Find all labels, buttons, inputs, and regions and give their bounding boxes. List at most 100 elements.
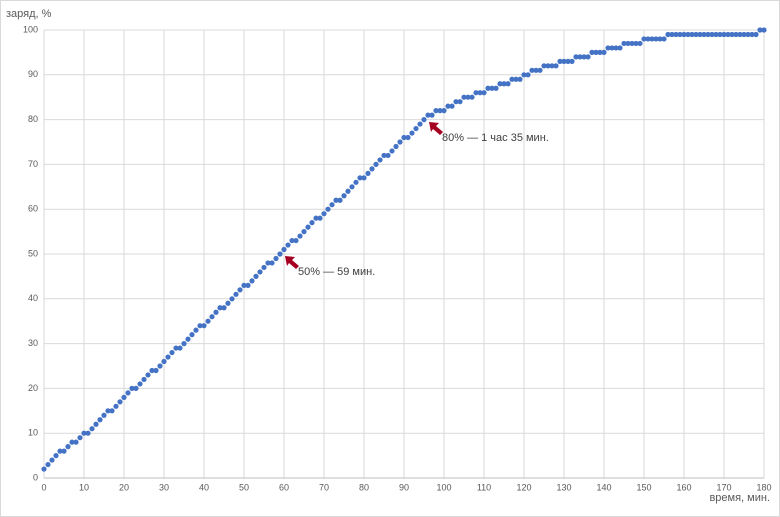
data-point [669, 31, 675, 38]
x-tick-label: 130 [556, 482, 571, 492]
data-point [725, 31, 731, 38]
data-point [77, 435, 83, 441]
data-point [149, 367, 155, 374]
data-point [129, 385, 135, 391]
x-tick-label: 0 [41, 482, 46, 492]
data-point [409, 130, 415, 136]
data-point [193, 327, 199, 333]
data-point [201, 323, 207, 329]
data-point [465, 94, 471, 100]
x-tick-label: 60 [279, 482, 289, 492]
data-point [265, 260, 271, 266]
data-point [641, 36, 647, 42]
data-point [225, 300, 231, 306]
data-point [597, 49, 603, 56]
data-point [761, 27, 767, 33]
data-point [405, 134, 411, 141]
data-point [121, 394, 127, 400]
x-tick-label: 110 [477, 482, 491, 492]
data-point [681, 31, 687, 38]
data-point [601, 49, 607, 56]
data-point [693, 31, 699, 38]
arrow [429, 122, 443, 135]
data-point [457, 99, 463, 105]
data-point [673, 31, 679, 38]
y-tick-label: 40 [28, 293, 38, 303]
data-point [177, 345, 183, 351]
data-point [213, 309, 219, 315]
y-tick-label: 20 [28, 383, 38, 393]
plot: 0 10 20 30 40 50 60 70 80 90 100 0 10 20 30 40 50 60 70 80 9… [23, 24, 772, 492]
data-point [501, 81, 507, 87]
data-point [569, 58, 575, 64]
data-point [485, 85, 491, 91]
y-tick-label: 10 [28, 428, 38, 438]
data-point [453, 99, 459, 105]
x-tick-label: 150 [636, 482, 651, 492]
data-point [449, 103, 455, 109]
data-point [365, 170, 371, 176]
data-point [509, 76, 515, 82]
data-point [609, 45, 615, 51]
data-point [337, 197, 343, 203]
x-tick-label: 10 [79, 482, 89, 492]
data-point [157, 363, 163, 369]
data-point [369, 166, 375, 172]
data-point [277, 251, 283, 257]
data-point [469, 94, 475, 100]
data-point [493, 85, 499, 91]
data-point [645, 36, 651, 42]
data-point [573, 54, 579, 60]
data-point [389, 148, 395, 154]
data-point [353, 179, 359, 185]
data-point [249, 278, 255, 284]
data-point [445, 103, 451, 109]
y-tick-label: 70 [28, 159, 38, 169]
data-point [85, 430, 91, 436]
data-point [357, 175, 363, 181]
data-point [521, 72, 527, 78]
data-point [117, 399, 123, 405]
data-point [385, 152, 391, 159]
data-point [309, 220, 315, 226]
data-point [317, 215, 323, 221]
x-tick-label: 100 [436, 482, 451, 492]
data-point [697, 31, 703, 38]
data-point [133, 385, 139, 391]
data-point [221, 305, 227, 311]
data-point [245, 282, 251, 288]
data-point [729, 31, 735, 38]
data-point [101, 412, 107, 418]
data-point [433, 108, 439, 114]
y-tick-label: 90 [28, 69, 38, 79]
data-point [209, 314, 215, 320]
data-point [525, 72, 531, 78]
data-point [429, 112, 435, 118]
data-point [297, 233, 303, 239]
data-point [253, 273, 259, 279]
data-point [653, 36, 659, 42]
data-point [585, 54, 591, 60]
data-point [69, 439, 75, 445]
data-point [285, 242, 291, 248]
data-point [589, 49, 595, 56]
data-point [373, 161, 379, 167]
data-point [305, 224, 311, 230]
x-tick-label: 80 [359, 482, 369, 492]
data-point [273, 255, 279, 262]
data-point [125, 390, 131, 396]
y-tick-label: 30 [28, 338, 38, 348]
arrow [285, 256, 299, 269]
data-point [581, 54, 587, 60]
data-point [557, 58, 563, 64]
data-point [633, 40, 639, 47]
data-point [229, 296, 235, 302]
data-point [301, 229, 307, 235]
data-point [41, 466, 47, 472]
y-tick-label: 50 [28, 248, 38, 258]
annotation: 50% — 59 мин. [298, 266, 375, 278]
data-point [713, 31, 719, 38]
y-tick-label: 60 [28, 204, 38, 214]
data-point [53, 453, 59, 459]
